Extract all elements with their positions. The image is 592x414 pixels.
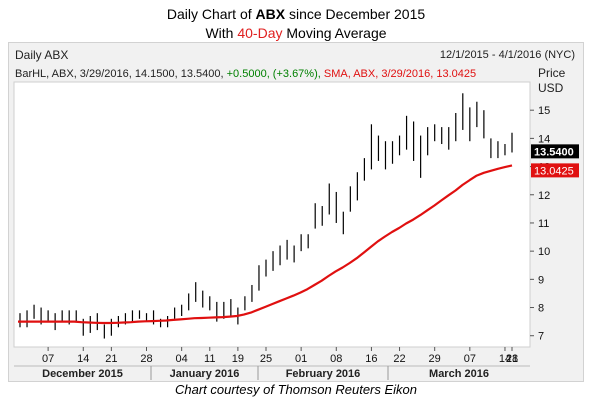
x-tick-label: 22	[393, 353, 405, 365]
x-tick-label: 28	[140, 353, 152, 365]
x-tick-label: 07	[42, 353, 54, 365]
x-tick-label: 21	[506, 353, 518, 365]
x-tick-label: 29	[429, 353, 441, 365]
month-label: February 2016	[286, 368, 361, 380]
legend-sma: SMA, ABX, 3/29/2016, 13.0425	[323, 68, 477, 80]
panel-label: Daily ABX	[15, 48, 69, 62]
y-tick-label: 9	[538, 274, 544, 286]
sma-line	[18, 164, 513, 325]
x-tick-label: 19	[232, 353, 244, 365]
month-label: January 2016	[170, 368, 240, 380]
sma-value-tag	[531, 163, 579, 178]
x-tick-label: 28	[506, 353, 518, 365]
axis-title-price: Price	[538, 66, 566, 80]
chart-title-line-1: Daily Chart of ABX since December 2015	[166, 6, 426, 22]
last-price-tag	[531, 144, 579, 159]
x-tick-label: 14	[77, 353, 89, 365]
plot-area	[13, 81, 531, 348]
legend-bar: BarHL, ABX, 3/29/2016, 14.1500, 13.5400,	[15, 68, 224, 80]
y-tick-label: 11	[538, 218, 549, 230]
y-tick-label: 8	[538, 303, 544, 315]
x-tick-label: 16	[365, 353, 377, 365]
y-tick-label: 12	[538, 190, 550, 202]
x-tick-label: 07	[464, 353, 476, 365]
x-tick-label: 21	[105, 353, 117, 365]
legend-line: BarHL, ABX, 3/29/2016, 14.1500, 13.5400,…	[15, 68, 476, 80]
x-tick-label: 14	[499, 353, 511, 365]
y-tick-label: 10	[538, 246, 550, 258]
chart-credit: Chart courtesy of Thomson Reuters Eikon	[174, 382, 418, 397]
month-label: March 2016	[429, 368, 489, 380]
sma-value-label: 13.0425	[534, 165, 574, 177]
legend-change: +0.5000, (+3.67%),	[226, 68, 321, 80]
x-tick-label: 01	[295, 353, 307, 365]
axis-title-usd: USD	[538, 81, 564, 95]
x-tick-label: 25	[260, 353, 272, 365]
date-range: 12/1/2015 - 4/1/2016 (NYC)	[439, 49, 575, 61]
y-tick-label: 15	[538, 105, 550, 117]
y-tick-label: 14	[538, 133, 550, 145]
x-tick-label: 11	[204, 353, 215, 365]
y-tick-label: 7	[538, 331, 544, 343]
x-tick-label: 04	[176, 353, 188, 365]
chart-title-line-2: With 40-Day Moving Average	[205, 25, 387, 41]
last-price-label: 13.5400	[534, 146, 574, 158]
month-label: December 2015	[42, 368, 123, 380]
x-tick-label: 08	[330, 353, 342, 365]
